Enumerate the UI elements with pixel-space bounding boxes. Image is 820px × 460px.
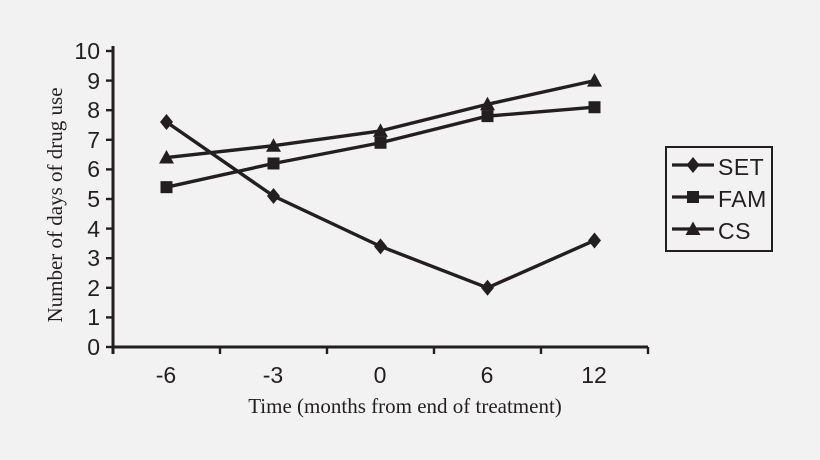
triangle-legend-marker bbox=[671, 220, 715, 243]
y-tick-label: 0 bbox=[87, 334, 100, 360]
square-marker bbox=[481, 110, 494, 123]
legend-marker-line bbox=[672, 190, 714, 203]
square-marker bbox=[687, 190, 699, 203]
legend-marker-line bbox=[672, 156, 714, 173]
y-tick-label: 3 bbox=[87, 245, 100, 271]
legend-label: CS bbox=[718, 218, 751, 244]
diamond-marker bbox=[374, 238, 387, 255]
square-marker bbox=[374, 136, 387, 149]
y-tick-label: 7 bbox=[87, 127, 100, 153]
legend-marker-line bbox=[672, 221, 714, 235]
legend-item-cs: CS bbox=[671, 219, 771, 243]
square-marker bbox=[160, 181, 173, 194]
square-marker bbox=[588, 101, 601, 114]
triangle-marker bbox=[587, 73, 602, 87]
y-tick-label: 4 bbox=[87, 216, 100, 242]
triangle-marker bbox=[685, 221, 701, 235]
triangle-marker bbox=[159, 150, 174, 164]
diamond-legend-marker bbox=[671, 156, 715, 179]
diamond-marker bbox=[267, 188, 280, 205]
x-tick-label: -6 bbox=[155, 362, 177, 388]
y-tick-label: 1 bbox=[87, 304, 100, 330]
x-tick-label: -3 bbox=[262, 362, 284, 388]
legend-item-fam: FAM bbox=[671, 187, 771, 211]
diamond-marker bbox=[588, 232, 601, 249]
y-tick-label: 9 bbox=[87, 68, 100, 94]
x-tick-label: 12 bbox=[581, 362, 607, 388]
legend-label: SET bbox=[718, 154, 765, 180]
y-tick-label: 6 bbox=[87, 156, 100, 182]
triangle-marker bbox=[373, 123, 388, 137]
y-tick-label: 2 bbox=[87, 275, 100, 301]
y-tick-label: 10 bbox=[74, 38, 100, 64]
triangle-marker bbox=[266, 138, 281, 152]
x-tick-label: 0 bbox=[373, 362, 387, 388]
y-tick-label: 5 bbox=[87, 186, 100, 212]
diamond-marker bbox=[481, 279, 494, 296]
diamond-marker bbox=[686, 156, 700, 173]
legend-label: FAM bbox=[718, 186, 767, 212]
triangle-marker bbox=[480, 96, 495, 111]
x-axis-title: Time (months from end of treatment) bbox=[248, 394, 562, 418]
y-tick-label: 8 bbox=[87, 97, 100, 123]
square-legend-marker bbox=[671, 188, 715, 211]
legend-item-set: SET bbox=[671, 155, 771, 179]
diamond-marker bbox=[160, 114, 173, 131]
y-axis-title: Number of days of drug use bbox=[43, 87, 67, 323]
square-marker bbox=[267, 157, 280, 170]
x-tick-label: 6 bbox=[480, 362, 494, 388]
legend-box: SET FAM CS bbox=[665, 146, 773, 252]
